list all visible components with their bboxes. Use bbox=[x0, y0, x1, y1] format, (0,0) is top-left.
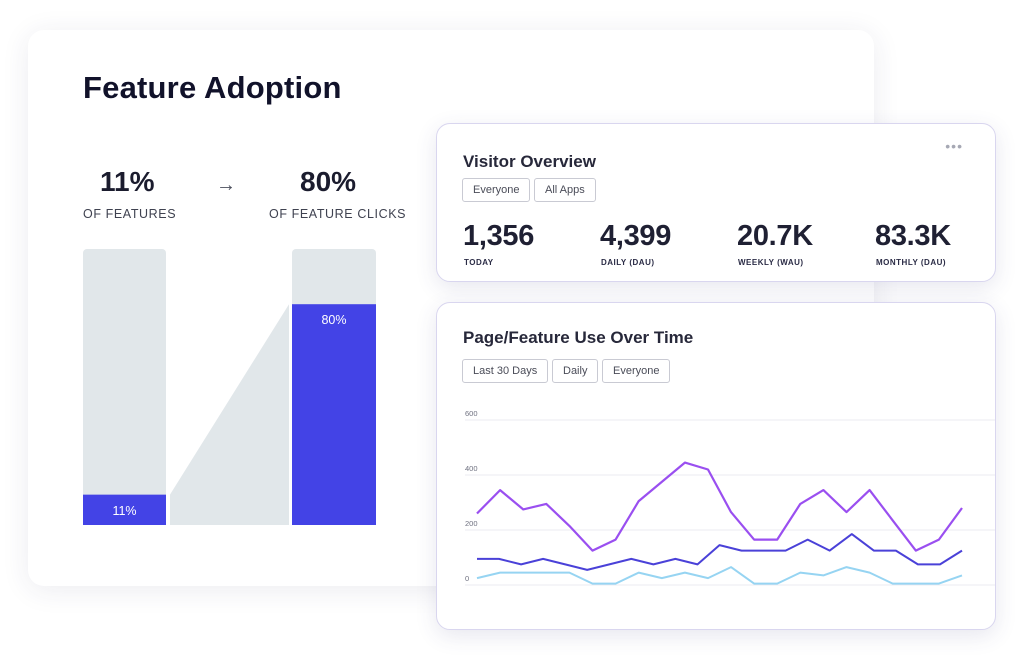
feature-clicks-bar-label: 80% bbox=[321, 313, 346, 327]
stat-today-label: TODAY bbox=[464, 258, 494, 267]
feature-use-line-chart: 600 400 200 0 bbox=[465, 409, 995, 586]
y-tick-label: 200 bbox=[465, 519, 478, 528]
series-line-2 bbox=[477, 533, 963, 571]
visitor-overview-panel: Visitor Overview ••• Everyone All Apps 1… bbox=[436, 123, 996, 282]
series-line-3 bbox=[476, 566, 963, 585]
audience-filter-button-chart[interactable]: Everyone bbox=[602, 359, 671, 383]
features-bar-label: 11% bbox=[112, 504, 136, 518]
stat-mau-label: MONTHLY (DAU) bbox=[876, 258, 947, 267]
features-percentage: 11% bbox=[100, 166, 155, 197]
series-line-1 bbox=[476, 461, 963, 552]
more-horizontal-icon[interactable]: ••• bbox=[945, 138, 963, 154]
y-tick-label: 0 bbox=[465, 574, 469, 583]
app-filter-button[interactable]: All Apps bbox=[534, 178, 596, 202]
features-bar-track bbox=[83, 249, 166, 525]
feature-use-panel: Page/Feature Use Over Time Last 30 Days … bbox=[436, 302, 996, 630]
granularity-filter-button[interactable]: Daily bbox=[552, 359, 599, 383]
features-bar-fill bbox=[83, 494, 166, 525]
arrow-right-icon: → bbox=[216, 174, 236, 196]
audience-filter-button[interactable]: Everyone bbox=[462, 178, 531, 202]
y-tick-label: 400 bbox=[465, 464, 478, 473]
y-tick-label: 600 bbox=[465, 409, 478, 418]
date-range-filter-button[interactable]: Last 30 Days bbox=[462, 359, 549, 383]
stat-mau-value: 83.3K bbox=[875, 220, 951, 252]
stat-today-value: 1,356 bbox=[463, 220, 535, 252]
feature-clicks-bar-fill bbox=[292, 304, 376, 525]
stat-dau-label: DAILY (DAU) bbox=[601, 258, 655, 267]
stat-dau-value: 4,399 bbox=[600, 220, 672, 252]
visitor-overview-title: Visitor Overview bbox=[463, 152, 596, 171]
adoption-connector bbox=[170, 304, 289, 525]
stat-wau-value: 20.7K bbox=[737, 220, 813, 252]
feature-adoption-visual: 11% 80% bbox=[83, 249, 376, 525]
features-caption: OF FEATURES bbox=[83, 207, 177, 221]
stat-wau-label: WEEKLY (WAU) bbox=[738, 258, 804, 267]
feature-use-title: Page/Feature Use Over Time bbox=[463, 328, 694, 347]
adoption-connector-base bbox=[170, 521, 289, 525]
feature-adoption-title: Feature Adoption bbox=[83, 70, 342, 105]
chart-gridlines: 600 400 200 0 bbox=[465, 409, 995, 586]
feature-clicks-caption: OF FEATURE CLICKS bbox=[269, 207, 407, 221]
feature-clicks-percentage: 80% bbox=[300, 166, 357, 197]
